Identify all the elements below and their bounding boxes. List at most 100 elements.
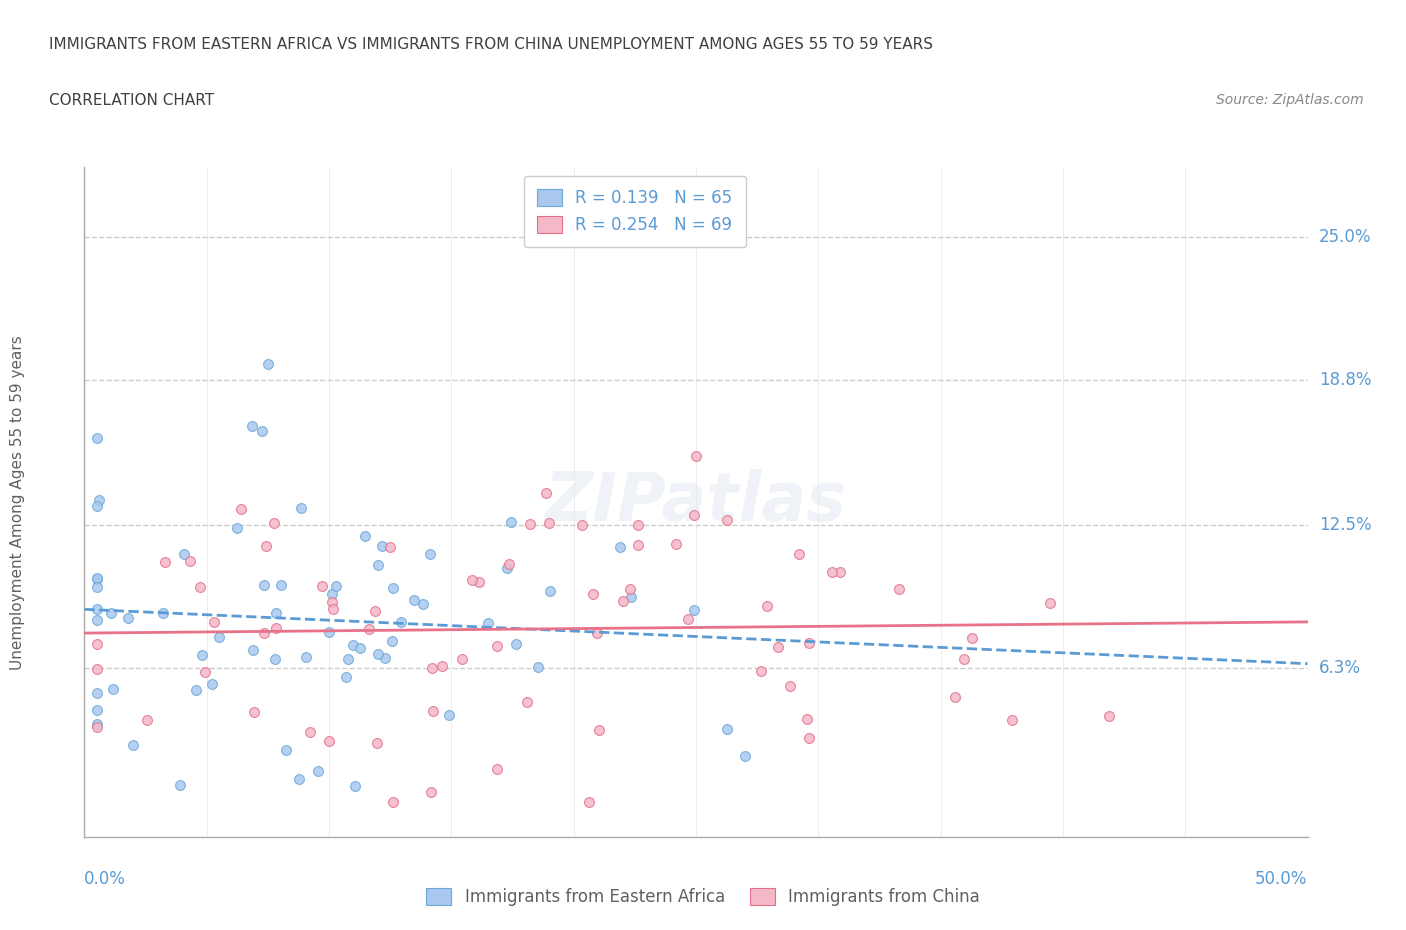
Point	[367, 558, 389, 573]
Point	[374, 650, 396, 665]
Point	[1001, 712, 1024, 727]
Point	[169, 777, 191, 792]
Point	[716, 722, 738, 737]
Text: 50.0%: 50.0%	[1256, 870, 1308, 888]
Point	[101, 682, 124, 697]
Point	[420, 660, 443, 675]
Point	[229, 502, 252, 517]
Point	[86, 685, 108, 700]
Text: Unemployment Among Ages 55 to 59 years: Unemployment Among Ages 55 to 59 years	[10, 335, 24, 670]
Point	[152, 605, 174, 620]
Point	[538, 516, 561, 531]
Point	[335, 670, 357, 684]
Point	[953, 651, 976, 666]
Point	[571, 517, 593, 532]
Point	[412, 596, 434, 611]
Point	[208, 630, 231, 644]
Text: IMMIGRANTS FROM EASTERN AFRICA VS IMMIGRANTS FROM CHINA UNEMPLOYMENT AMONG AGES : IMMIGRANTS FROM EASTERN AFRICA VS IMMIGR…	[49, 37, 934, 52]
Point	[86, 570, 108, 585]
Point	[796, 711, 818, 726]
Point	[370, 538, 392, 553]
Point	[419, 785, 441, 800]
Point	[354, 528, 377, 543]
Point	[122, 737, 145, 752]
Point	[887, 581, 910, 596]
Point	[422, 704, 444, 719]
Point	[789, 547, 811, 562]
Point	[257, 356, 280, 371]
Point	[117, 611, 139, 626]
Point	[943, 689, 966, 704]
Point	[612, 594, 634, 609]
Point	[477, 616, 499, 631]
Point	[582, 587, 605, 602]
Point	[683, 508, 706, 523]
Point	[505, 636, 527, 651]
Point	[322, 602, 344, 617]
Point	[527, 659, 550, 674]
Point	[366, 735, 388, 750]
Point	[242, 643, 264, 658]
Point	[779, 679, 801, 694]
Point	[766, 640, 789, 655]
Point	[225, 521, 247, 536]
Point	[821, 565, 844, 580]
Point	[381, 795, 404, 810]
Text: CORRELATION CHART: CORRELATION CHART	[49, 93, 214, 108]
Point	[342, 637, 364, 652]
Point	[389, 615, 412, 630]
Point	[325, 578, 347, 593]
Point	[716, 512, 738, 527]
Point	[960, 631, 983, 645]
Point	[86, 717, 108, 732]
Point	[578, 795, 600, 810]
Point	[290, 500, 312, 515]
Point	[194, 664, 217, 679]
Point	[682, 603, 704, 618]
Point	[184, 683, 207, 698]
Point	[498, 556, 520, 571]
Point	[86, 613, 108, 628]
Point	[619, 582, 641, 597]
Point	[799, 636, 821, 651]
Point	[540, 584, 562, 599]
Point	[86, 431, 108, 445]
Point	[378, 539, 401, 554]
Point	[485, 639, 508, 654]
Point	[485, 762, 508, 777]
Point	[1098, 709, 1121, 724]
Point	[311, 579, 333, 594]
Point	[318, 624, 340, 639]
Text: 0.0%: 0.0%	[84, 870, 127, 888]
Point	[620, 590, 643, 604]
Point	[501, 515, 523, 530]
Text: 18.8%: 18.8%	[1319, 371, 1371, 389]
Point	[799, 731, 821, 746]
Point	[519, 516, 541, 531]
Point	[263, 515, 285, 530]
Point	[202, 615, 225, 630]
Point	[266, 620, 288, 635]
Point	[253, 578, 276, 592]
Point	[240, 418, 263, 433]
Point	[136, 712, 159, 727]
Point	[188, 579, 211, 594]
Point	[321, 594, 343, 609]
Point	[468, 575, 491, 590]
Text: 25.0%: 25.0%	[1319, 228, 1371, 246]
Point	[349, 640, 371, 655]
Point	[86, 719, 108, 734]
Point	[86, 580, 108, 595]
Point	[253, 625, 276, 640]
Point	[381, 633, 404, 648]
Point	[242, 705, 264, 720]
Point	[263, 652, 285, 667]
Point	[288, 772, 311, 787]
Point	[337, 651, 360, 666]
Point	[627, 538, 650, 552]
Point	[173, 547, 195, 562]
Text: Source: ZipAtlas.com: Source: ZipAtlas.com	[1216, 93, 1364, 107]
Point	[86, 498, 108, 513]
Point	[86, 702, 108, 717]
Point	[664, 537, 686, 551]
